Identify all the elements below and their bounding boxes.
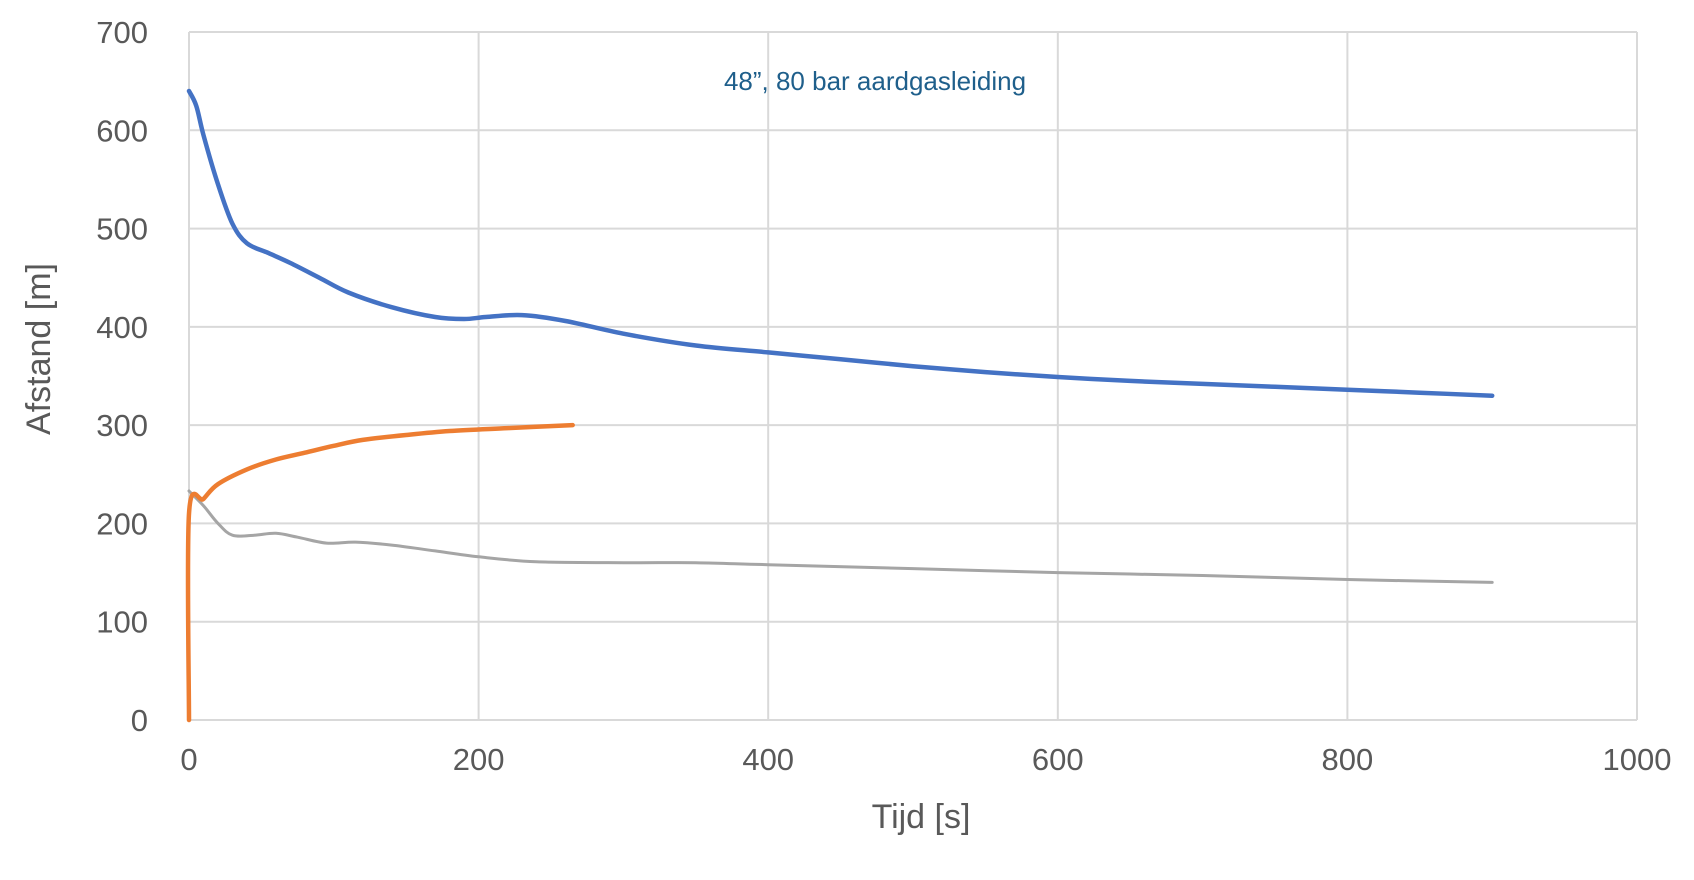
y-tick-label: 500: [96, 212, 148, 247]
y-tick-label: 300: [96, 408, 148, 443]
series-line-orange: [185, 422, 575, 723]
y-axis-title: Afstand [m]: [20, 263, 58, 435]
y-tick-label: 400: [96, 310, 148, 345]
series-lines: [185, 88, 1495, 723]
x-tick-label: 200: [453, 742, 505, 777]
y-tick-label: 700: [96, 15, 148, 50]
x-tick-label: 0: [180, 742, 197, 777]
y-tick-label: 0: [131, 703, 148, 738]
x-axis-title: Tijd [s]: [872, 798, 971, 836]
y-tick-label: 100: [96, 605, 148, 640]
x-tick-label: 800: [1322, 742, 1374, 777]
x-tick-label: 400: [742, 742, 794, 777]
x-tick-label: 1000: [1603, 742, 1672, 777]
y-tick-label: 200: [96, 506, 148, 541]
series-line-blue: [186, 88, 1495, 398]
chart-annotation: 48”, 80 bar aardgasleiding: [724, 66, 1026, 96]
y-tick-label: 600: [96, 113, 148, 148]
x-tick-label: 600: [1032, 742, 1084, 777]
series-line-gray: [187, 489, 1494, 584]
grid: [188, 31, 1638, 721]
tick-labels: 0 100 200 300 400 500 600 700 0 200 400 600 800 1000: [96, 15, 1671, 777]
